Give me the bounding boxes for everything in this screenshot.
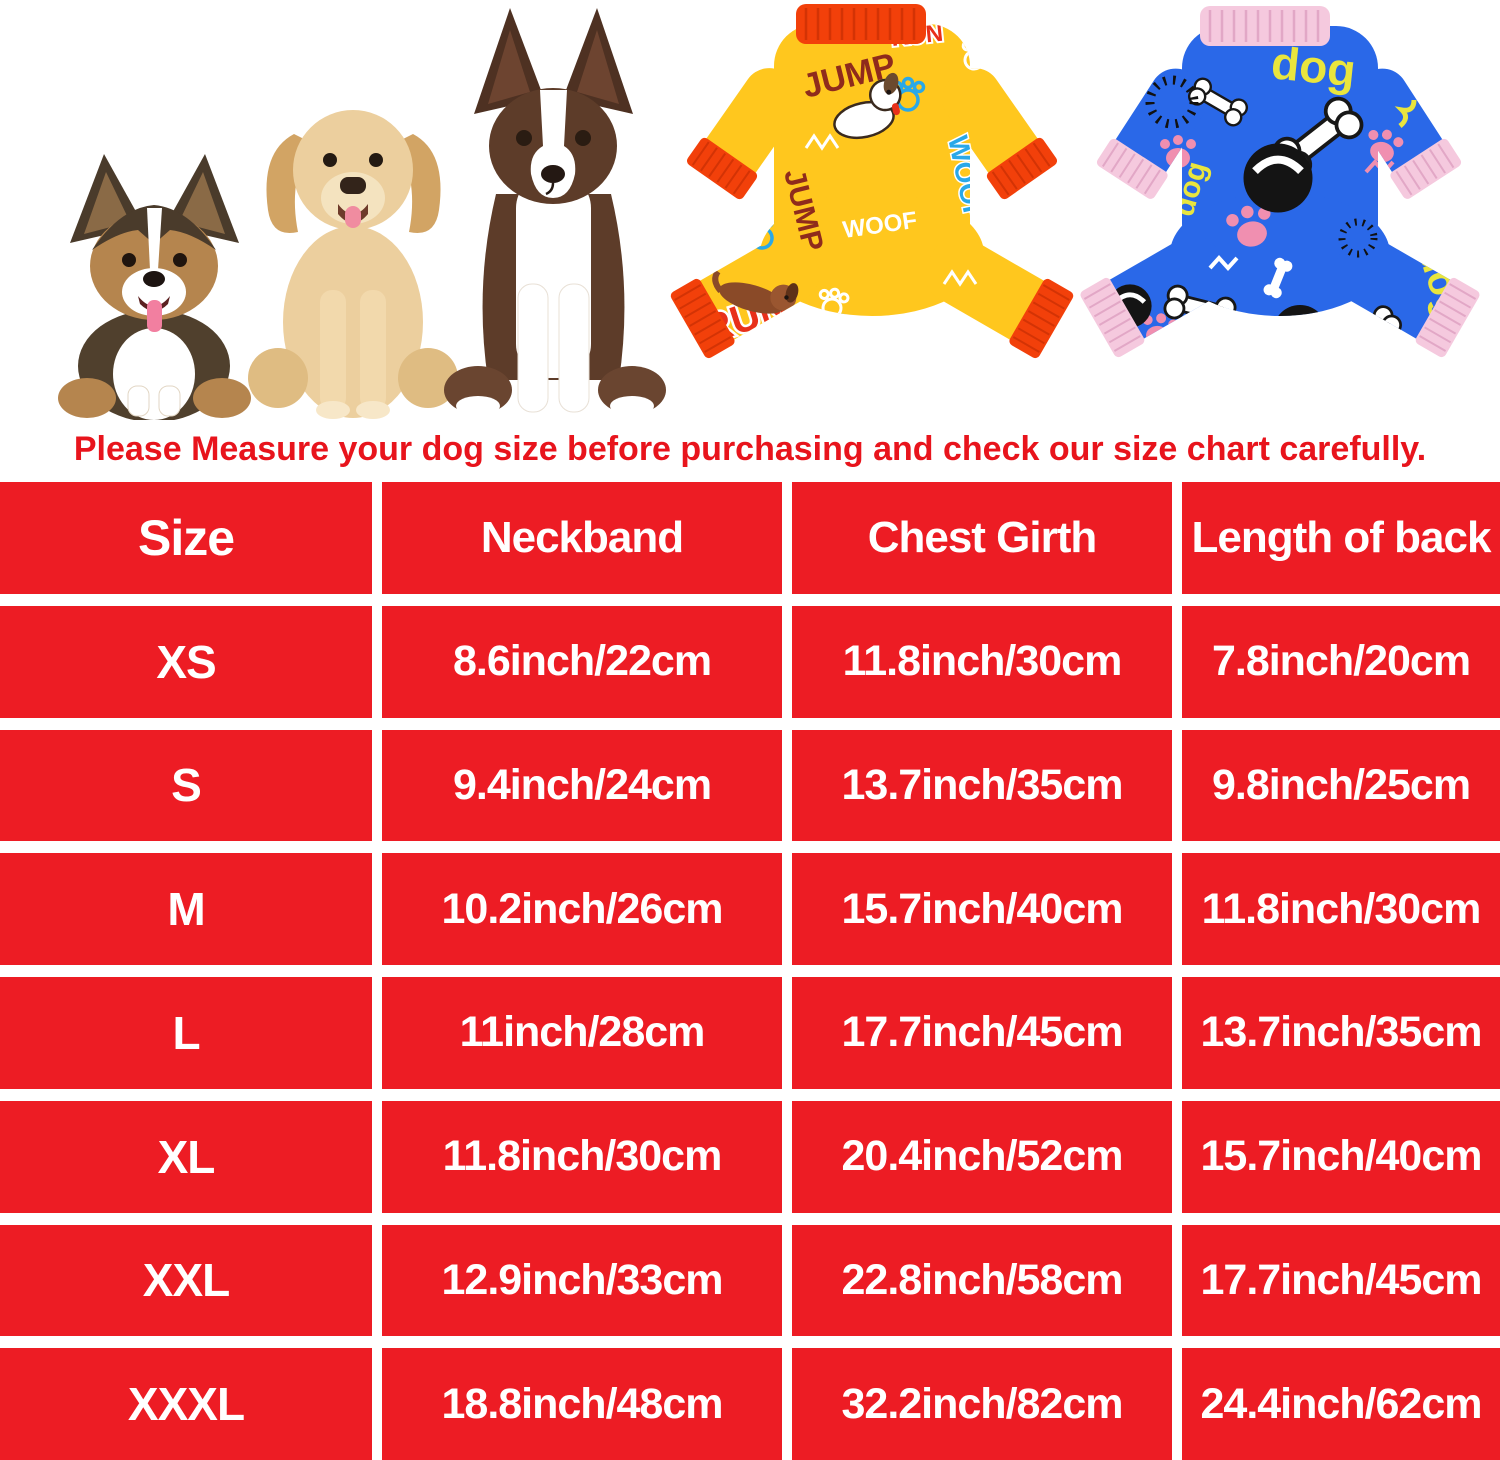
cartoon-dog-brown xyxy=(712,269,799,314)
dotted-circle xyxy=(1338,218,1378,258)
col-header-size: Size xyxy=(0,482,372,594)
col-header-neckband: Neckband xyxy=(382,482,782,594)
measurement-cell: 9.4inch/24cm xyxy=(382,729,782,842)
golden-retriever-puppy-photo xyxy=(248,110,458,419)
col-header-back-length: Length of back xyxy=(1182,482,1500,594)
yellow-pajama-product: JUMP JUMP JUMP RUN RUN RUN WOOF WOOF xyxy=(670,4,1074,420)
measurement-cell: 13.7inch/35cm xyxy=(792,729,1172,842)
cartoon-dog-white xyxy=(833,72,902,140)
squiggle xyxy=(1208,255,1239,271)
blue-pajama-product: dog dog dog dog xyxy=(1080,6,1480,420)
measurement-cell: 20.4inch/52cm xyxy=(792,1100,1172,1213)
measurement-cell: 11inch/28cm xyxy=(382,977,782,1089)
size-chart-table: Size Neckband Chest Girth Length of back… xyxy=(0,478,1500,1460)
size-label-cell: XXXL xyxy=(0,1348,372,1460)
col-header-chest-girth: Chest Girth xyxy=(792,482,1172,594)
size-label-cell: XS xyxy=(0,605,372,718)
measurement-cell: 15.7inch/40cm xyxy=(1182,1100,1500,1213)
measurement-cell: 9.8inch/25cm xyxy=(1182,729,1500,842)
yellow-pajama-trim xyxy=(670,4,1074,359)
size-warning-text: Please Measure your dog size before purc… xyxy=(73,429,1427,468)
squiggle xyxy=(942,269,978,287)
measurement-cell: 12.9inch/33cm xyxy=(382,1224,782,1337)
border-collie-puppy-photo xyxy=(444,8,666,416)
hero-section: JUMP JUMP JUMP RUN RUN RUN WOOF WOOF xyxy=(0,0,1500,420)
squiggle xyxy=(1394,99,1417,128)
measurement-cell: 10.2inch/26cm xyxy=(382,853,782,965)
measurement-cell: 11.8inch/30cm xyxy=(1182,853,1500,965)
corgi-puppy-photo xyxy=(58,154,251,420)
measurement-cell: 24.4inch/62cm xyxy=(1182,1348,1500,1460)
measurement-cell: 22.8inch/58cm xyxy=(792,1224,1172,1337)
measurement-cell: 17.7inch/45cm xyxy=(792,977,1172,1089)
measurement-cell: 17.7inch/45cm xyxy=(1182,1224,1500,1337)
size-label-cell: L xyxy=(0,977,372,1089)
print-word-dog: dog xyxy=(1269,36,1358,97)
blue-pajama-trim xyxy=(1080,6,1480,358)
squiggle xyxy=(804,133,840,151)
size-label-cell: XL xyxy=(0,1100,372,1213)
dotted-circle xyxy=(1145,75,1199,129)
size-label-cell: S xyxy=(0,729,372,842)
measurement-cell: 18.8inch/48cm xyxy=(382,1348,782,1460)
size-label-cell: M xyxy=(0,853,372,965)
measurement-cell: 13.7inch/35cm xyxy=(1182,977,1500,1089)
measurement-cell: 7.8inch/20cm xyxy=(1182,605,1500,718)
size-label-cell: XXL xyxy=(0,1224,372,1337)
measurement-cell: 11.8inch/30cm xyxy=(382,1100,782,1213)
measurement-cell: 15.7inch/40cm xyxy=(792,853,1172,965)
measurement-cell: 32.2inch/82cm xyxy=(792,1348,1172,1460)
measurement-cell: 8.6inch/22cm xyxy=(382,605,782,718)
measurement-cell: 11.8inch/30cm xyxy=(792,605,1172,718)
